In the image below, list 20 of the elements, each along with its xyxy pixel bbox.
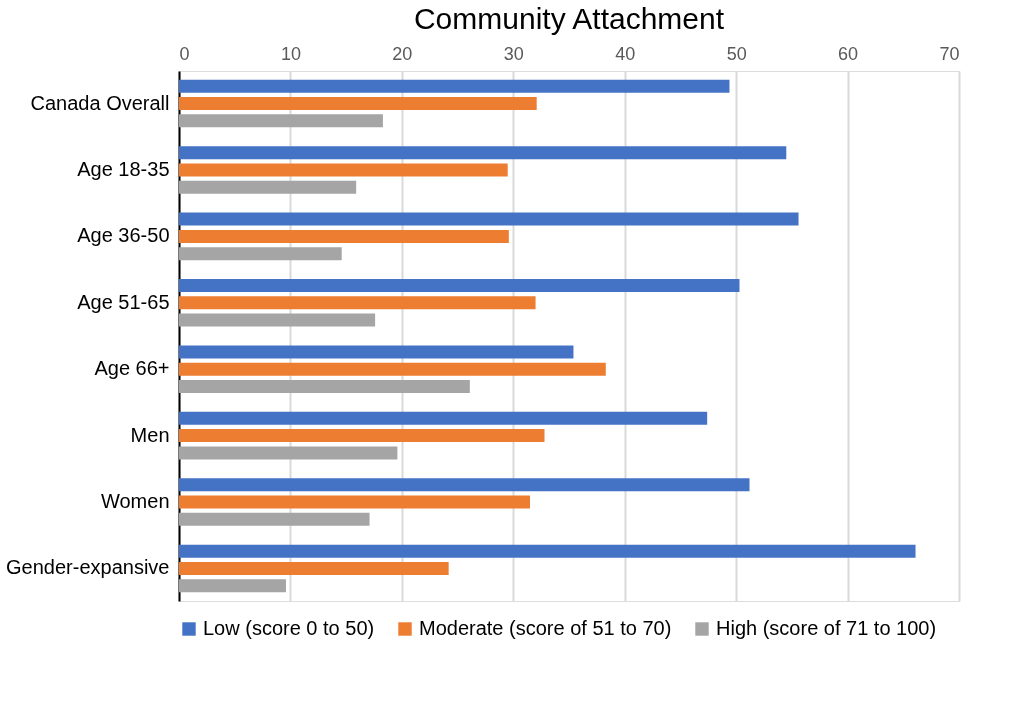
y-tick-label: Men (130, 423, 170, 446)
legend-label: High (score of 71 to 100) (716, 617, 937, 639)
y-tick-label: Gender-expansive (6, 556, 170, 579)
x-tick-label: 0 (179, 43, 190, 64)
x-tick-label: 70 (939, 43, 960, 64)
x-tick-label: 40 (615, 43, 636, 64)
y-tick-label: Women (100, 490, 170, 513)
x-tick-label: 10 (280, 43, 301, 64)
legend-label: Moderate (score of 51 to 70) (419, 617, 672, 639)
y-tick-label: Age 66+ (94, 357, 170, 380)
x-tick-label: 50 (726, 43, 747, 64)
y-tick-label: Age 36-50 (77, 224, 170, 247)
y-tick-label: Canada Overall (30, 91, 170, 114)
y-tick-label: Age 18-35 (77, 157, 170, 180)
chart-title: Community Attachment (413, 2, 725, 35)
x-tick-label: 30 (503, 43, 524, 64)
legend-label: Low (score 0 to 50) (203, 617, 375, 639)
x-tick-label: 20 (392, 43, 413, 64)
y-tick-label: Age 51-65 (77, 290, 170, 313)
x-tick-label: 60 (838, 43, 859, 64)
